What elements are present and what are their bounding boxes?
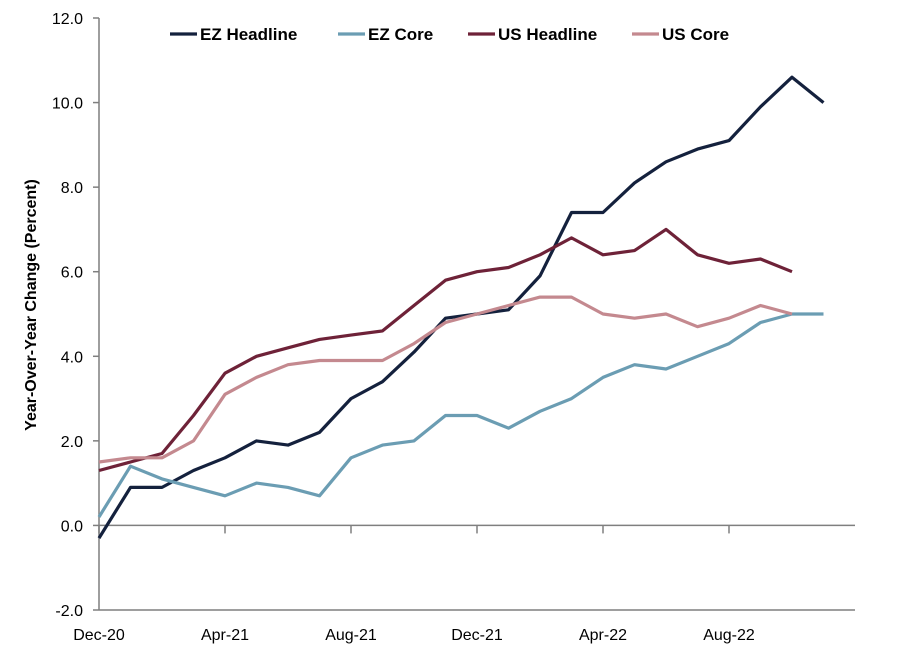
y-tick-label: 0.0 <box>61 518 83 535</box>
axes-layer: -2.0 0.0 2.0 4.0 6.0 8.0 10.0 12.0 Dec-20 Apr-21 A… <box>52 11 855 644</box>
y-tick-label: 6.0 <box>61 265 83 282</box>
series-line-ez-headline <box>99 77 824 538</box>
series-line-us-core <box>99 297 792 462</box>
y-axis-title: Year-Over-Year Change (Percent) <box>23 179 40 431</box>
y-tick-label: -2.0 <box>55 603 83 620</box>
series-layer <box>99 77 824 538</box>
legend-label: US Headline <box>498 25 597 44</box>
x-tick-label: Apr-22 <box>579 627 627 644</box>
y-tick-label: 4.0 <box>61 349 83 366</box>
legend-label: EZ Headline <box>200 25 297 44</box>
legend-label: EZ Core <box>368 25 433 44</box>
y-tick-label: 2.0 <box>61 434 83 451</box>
x-tick-label: Apr-21 <box>201 627 249 644</box>
line-chart: -2.0 0.0 2.0 4.0 6.0 8.0 10.0 12.0 Dec-20 Apr-21 A… <box>0 0 900 653</box>
series-line-ez-core <box>99 314 824 517</box>
y-tick-label: 10.0 <box>52 96 83 113</box>
y-tick-label: 12.0 <box>52 11 83 28</box>
x-tick-label: Dec-20 <box>73 627 125 644</box>
legend-label: US Core <box>662 25 729 44</box>
series-line-us-headline <box>99 229 792 470</box>
chart-container: -2.0 0.0 2.0 4.0 6.0 8.0 10.0 12.0 Dec-20 Apr-21 A… <box>0 0 900 653</box>
y-tick-label: 8.0 <box>61 180 83 197</box>
x-tick-label: Aug-21 <box>325 627 377 644</box>
x-tick-label: Aug-22 <box>703 627 755 644</box>
legend: EZ Headline EZ Core US Headline US Core <box>170 25 729 44</box>
x-tick-label: Dec-21 <box>451 627 503 644</box>
